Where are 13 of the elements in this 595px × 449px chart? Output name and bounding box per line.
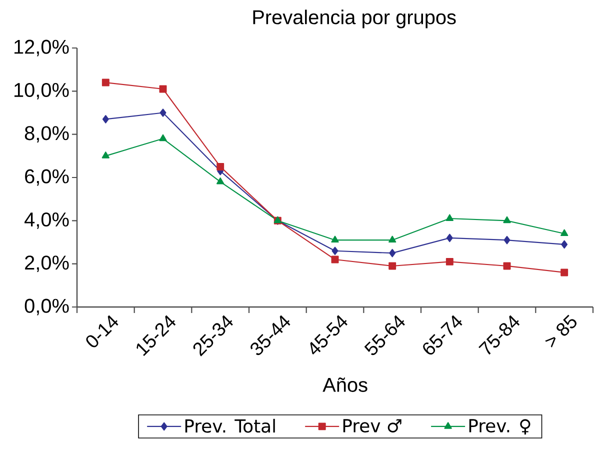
x-axis-title: Años xyxy=(322,377,368,392)
legend-label: Prev. ♀ xyxy=(469,419,530,434)
y-tick-label: 0,0% xyxy=(24,298,69,316)
y-tick-label: 10,0% xyxy=(14,82,69,100)
y-tick-label: 6,0% xyxy=(25,169,69,186)
chart-title: Prevalencia por grupos xyxy=(253,10,456,28)
y-tick-label: 2,0% xyxy=(25,256,69,272)
y-tick-label: 4,0% xyxy=(24,212,69,229)
legend-label: Prev ♂ xyxy=(343,419,402,432)
x-tick-label: > 85 xyxy=(545,314,576,348)
legend-label: Prev. Total xyxy=(185,418,275,433)
y-tick-label: 8,0% xyxy=(24,126,69,143)
y-tick-label: 12,0% xyxy=(14,40,69,56)
